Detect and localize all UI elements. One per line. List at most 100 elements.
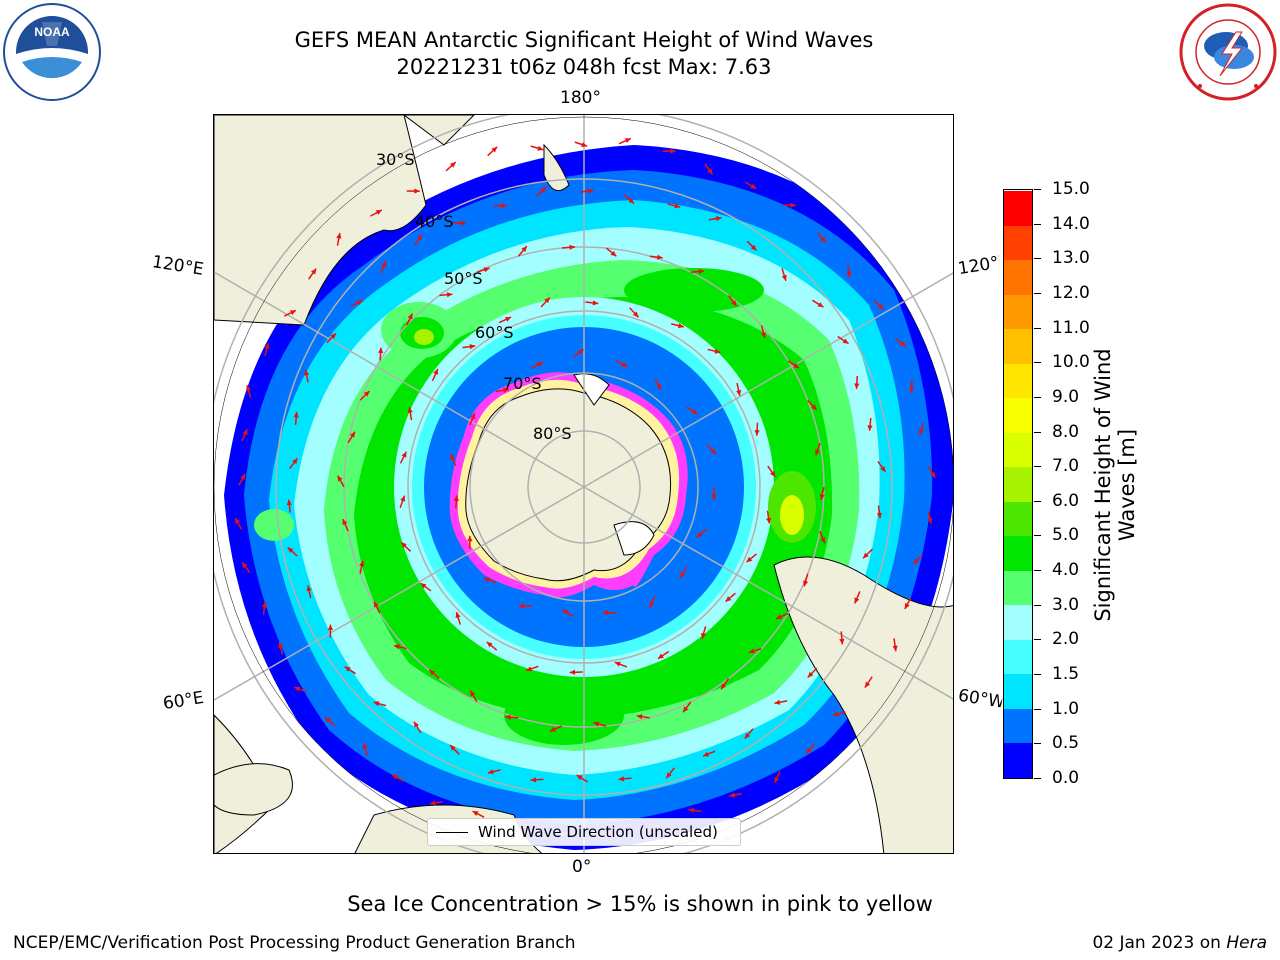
colorbar-title: Significant Height of Wind Waves [m] (1091, 348, 1139, 622)
wave-arrow-head (455, 612, 461, 619)
wave-arrow-head (491, 146, 498, 153)
colorbar-segment (1004, 329, 1032, 364)
wave-arrow-head (562, 609, 569, 615)
colorbar-tick-label: 11.0 (1052, 317, 1090, 338)
wave-arrow-head (587, 188, 594, 194)
wave-arrow-head (401, 451, 407, 458)
wave-arrow-head (846, 271, 852, 278)
wave-arrow-head (450, 745, 456, 751)
colorbar-segment (1004, 191, 1032, 226)
colorbar-tick (1034, 431, 1041, 433)
wave-arrow-head (750, 183, 757, 189)
wave-arrow-head (449, 162, 456, 168)
colorbar-tick (1034, 500, 1041, 502)
colorbar-tick (1034, 604, 1041, 606)
wave-arrow-head (806, 747, 812, 754)
wave-arrow-head (731, 300, 737, 307)
wave-arrow-head (540, 187, 547, 193)
wave-arrow-head (746, 556, 753, 563)
colorbar-segment (1004, 570, 1032, 606)
wave-arrow-head (487, 769, 494, 775)
wave-arrow-head (657, 254, 663, 260)
lon-label-180: 180° (560, 88, 601, 108)
colorbar-tick-label: 14.0 (1052, 213, 1090, 234)
wave-arrow-head (711, 494, 717, 500)
wave-arrow-head (696, 531, 703, 538)
wave-arrow-head (769, 470, 776, 477)
wave-arrow-head (913, 558, 919, 565)
lat-label-60s: 60°S (475, 323, 514, 342)
wave-arrow-head (544, 297, 550, 304)
wave-arrow-head (842, 338, 849, 344)
colorbar-tick (1034, 189, 1041, 190)
wave-arrow-head (576, 774, 583, 781)
wave-arrow-head (381, 261, 387, 268)
wave-arrow-head (729, 792, 735, 798)
wave-arrow-head (306, 585, 312, 592)
wave-arrow-head (289, 310, 296, 316)
wave-arrow-head (628, 197, 635, 204)
wave-arrow-head (483, 577, 490, 583)
wave-arrow-head (446, 292, 453, 298)
wave-arrow-head (876, 512, 883, 519)
wave-arrow-head (292, 458, 298, 465)
map-panel (213, 114, 954, 854)
wave-arrow-head (636, 714, 643, 720)
wave-arrow-head (807, 671, 814, 678)
wave-arrow-head (240, 473, 246, 480)
legend-line-swatch (436, 832, 468, 833)
colorbar-tick-label: 8.0 (1052, 421, 1080, 442)
wave-arrow-head (503, 387, 509, 393)
wave-arrow-head (363, 390, 370, 397)
wave-arrow-head (918, 429, 924, 436)
wave-arrow-head (649, 601, 655, 608)
wave-arrow-head (760, 332, 766, 339)
wave-arrow-head (344, 666, 351, 672)
wave-arrow-head (754, 430, 760, 436)
colorbar-tick (1034, 223, 1041, 225)
colorbar-tick (1034, 535, 1041, 537)
colorbar-tick-label: 6.0 (1052, 490, 1080, 511)
wave-arrow-head (569, 244, 575, 250)
sea-ice-caption: Sea Ice Concentration > 15% is shown in … (347, 892, 933, 916)
wave-arrow-head (621, 362, 628, 367)
wave-arrow-head (707, 168, 713, 175)
lon-label-120w: 120°W (956, 252, 1002, 280)
wave-arrow-head (677, 323, 684, 329)
wave-arrow-head (674, 203, 681, 209)
lat-label-80s: 80°S (533, 424, 572, 443)
wave-arrow-head (688, 807, 695, 814)
wave-arrow-head (680, 572, 686, 579)
wave-arrow-head (839, 638, 845, 645)
legend-label: Wind Wave Direction (unscaled) (478, 823, 718, 841)
wave-arrow-head (401, 542, 407, 548)
wave-arrow-head (310, 268, 317, 275)
wave-arrow-head (900, 341, 907, 347)
wave-arrow-head (392, 774, 399, 780)
wave-arrow-head (470, 413, 476, 420)
colorbar-tick-label: 1.0 (1052, 698, 1080, 719)
wave-arrow-head (815, 449, 820, 456)
wave-arrow-head (927, 517, 933, 524)
wave-arrow-head (407, 313, 413, 320)
wave-arrow-head (416, 234, 422, 241)
wave-arrow-head (867, 425, 873, 431)
wave-arrow-head (278, 642, 284, 648)
colorbar-segment (1004, 536, 1032, 571)
colorbar-tick-label: 3.0 (1052, 594, 1080, 615)
wave-arrow-head (460, 220, 466, 226)
colorbar-tick-label: 0.5 (1052, 733, 1080, 754)
wave-arrow-head (691, 408, 698, 415)
lon-label-60e: 60°E (161, 687, 206, 715)
colorbar-tick (1034, 327, 1041, 329)
lon-label-60w: 60°W (956, 685, 1004, 713)
wave-arrow-head (744, 732, 751, 739)
wave-arrow-head (393, 644, 400, 650)
wave-arrow-head (373, 701, 380, 707)
wave-arrow-head (359, 560, 365, 567)
wave-arrow-head (569, 669, 576, 675)
wave-arrow-head (287, 547, 294, 553)
map-canvas (214, 115, 953, 853)
wave-arrow-head (467, 535, 473, 542)
wave-arrow-head (592, 300, 599, 306)
